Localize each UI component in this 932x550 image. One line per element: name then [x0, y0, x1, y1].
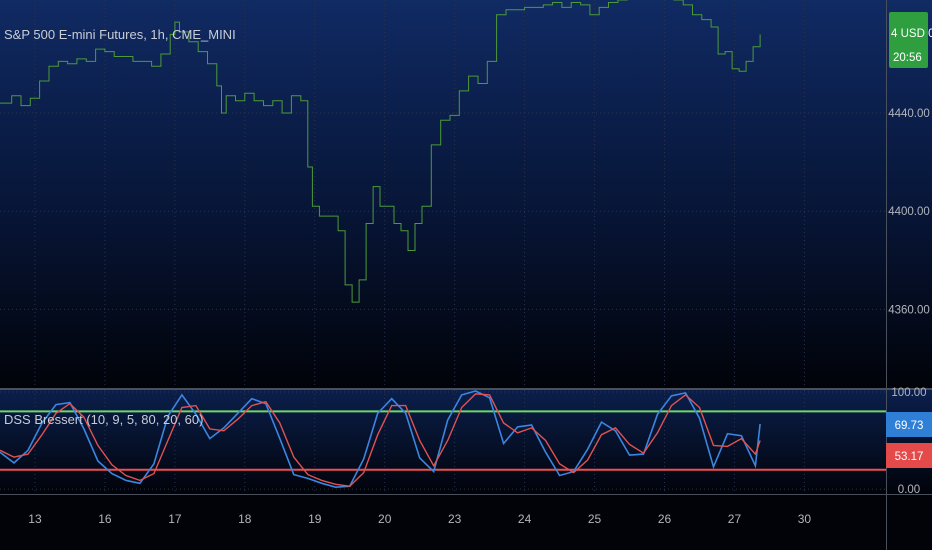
day-tick-label: 16	[98, 512, 112, 526]
time-axis-background	[0, 495, 932, 550]
price-series-line	[0, 0, 761, 303]
day-tick-label: 23	[448, 512, 462, 526]
indicator-pane-background	[0, 390, 932, 494]
indicator-tick-label: 0.00	[898, 484, 920, 496]
last-price-badge-box	[889, 12, 928, 68]
day-tick-label: 25	[588, 512, 602, 526]
price-tick-label: 4440.00	[888, 108, 930, 120]
signal-value-badge-text: 53.17	[895, 451, 924, 463]
price-axis-ticks[interactable]: 4360.00 4400.00 4440.00	[888, 108, 930, 316]
indicator-tick-label: 100.00	[891, 387, 926, 399]
last-price-badge: 4 USD 0 20:56	[889, 12, 932, 68]
time-axis-ticks[interactable]: 13 16 17 18 19 20 23 24 25 26 27 30	[28, 512, 811, 526]
price-tick-label: 4360.00	[888, 304, 930, 316]
main-pane-grid	[0, 0, 886, 388]
dss-series-line	[0, 390, 761, 489]
price-tick-label: 4400.00	[888, 206, 930, 218]
signal-series-line	[0, 393, 761, 487]
indicator-axis-ticks[interactable]: 0.00 100.00	[891, 387, 926, 496]
day-tick-label: 18	[238, 512, 252, 526]
day-tick-label: 26	[658, 512, 672, 526]
signal-value-badge: 53.17	[886, 443, 932, 468]
indicator-title[interactable]: DSS Bressert (10, 9, 5, 80, 20, 60)	[4, 412, 203, 427]
day-tick-label: 24	[518, 512, 532, 526]
day-tick-label: 30	[798, 512, 812, 526]
dss-value-badge-box	[886, 412, 932, 437]
last-price-badge-line1: 4 USD 0	[891, 28, 932, 40]
dss-value-badge: 69.73	[886, 412, 932, 437]
day-tick-label: 19	[308, 512, 322, 526]
day-tick-label: 13	[28, 512, 42, 526]
indicator-pane-grid	[0, 390, 886, 494]
dss-value-badge-text: 69.73	[895, 420, 924, 432]
signal-value-badge-box	[886, 443, 932, 468]
last-price-badge-line2: 20:56	[893, 52, 922, 64]
day-tick-label: 17	[168, 512, 182, 526]
main-pane-background	[0, 0, 932, 388]
day-tick-label: 20	[378, 512, 392, 526]
day-tick-label: 27	[728, 512, 742, 526]
symbol-title[interactable]: S&P 500 E-mini Futures, 1h, CME_MINI	[4, 27, 236, 42]
